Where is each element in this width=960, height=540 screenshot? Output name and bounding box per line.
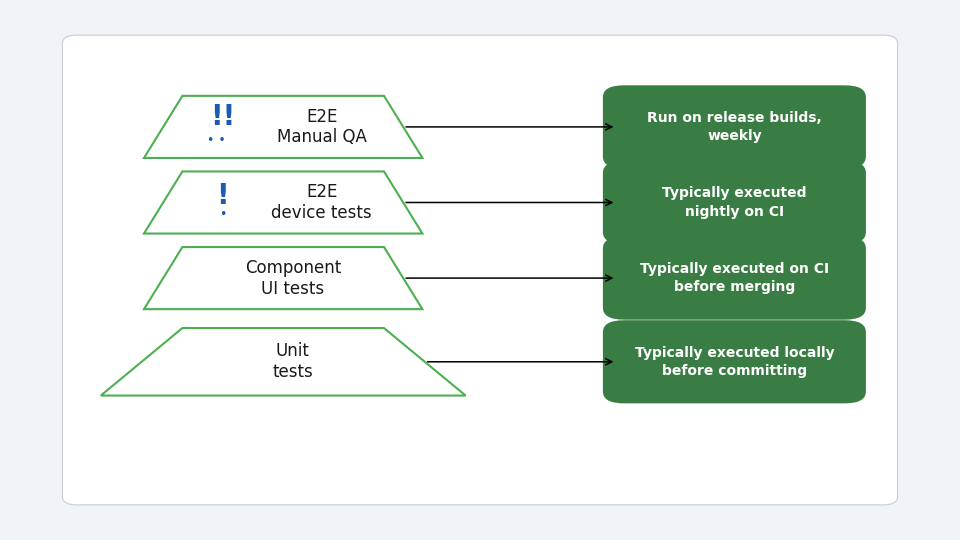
FancyBboxPatch shape	[603, 237, 866, 320]
Text: !: !	[216, 182, 229, 210]
FancyBboxPatch shape	[62, 35, 898, 505]
Text: Typically executed locally
before committing: Typically executed locally before commit…	[635, 346, 834, 378]
FancyBboxPatch shape	[603, 320, 866, 403]
Text: •: •	[219, 208, 227, 221]
Text: • •: • •	[206, 134, 226, 147]
Text: Component
UI tests: Component UI tests	[245, 259, 341, 298]
Polygon shape	[144, 172, 422, 233]
Text: Unit
tests: Unit tests	[273, 342, 313, 381]
FancyBboxPatch shape	[603, 161, 866, 244]
Polygon shape	[144, 96, 422, 158]
Text: E2E
Manual QA: E2E Manual QA	[276, 107, 367, 146]
Text: Typically executed
nightly on CI: Typically executed nightly on CI	[662, 186, 806, 219]
Text: !!: !!	[210, 103, 235, 131]
Polygon shape	[144, 247, 422, 309]
Polygon shape	[101, 328, 466, 395]
FancyBboxPatch shape	[603, 85, 866, 168]
Text: Typically executed on CI
before merging: Typically executed on CI before merging	[639, 262, 829, 294]
Text: E2E
device tests: E2E device tests	[272, 183, 372, 222]
Text: Run on release builds,
weekly: Run on release builds, weekly	[647, 111, 822, 143]
